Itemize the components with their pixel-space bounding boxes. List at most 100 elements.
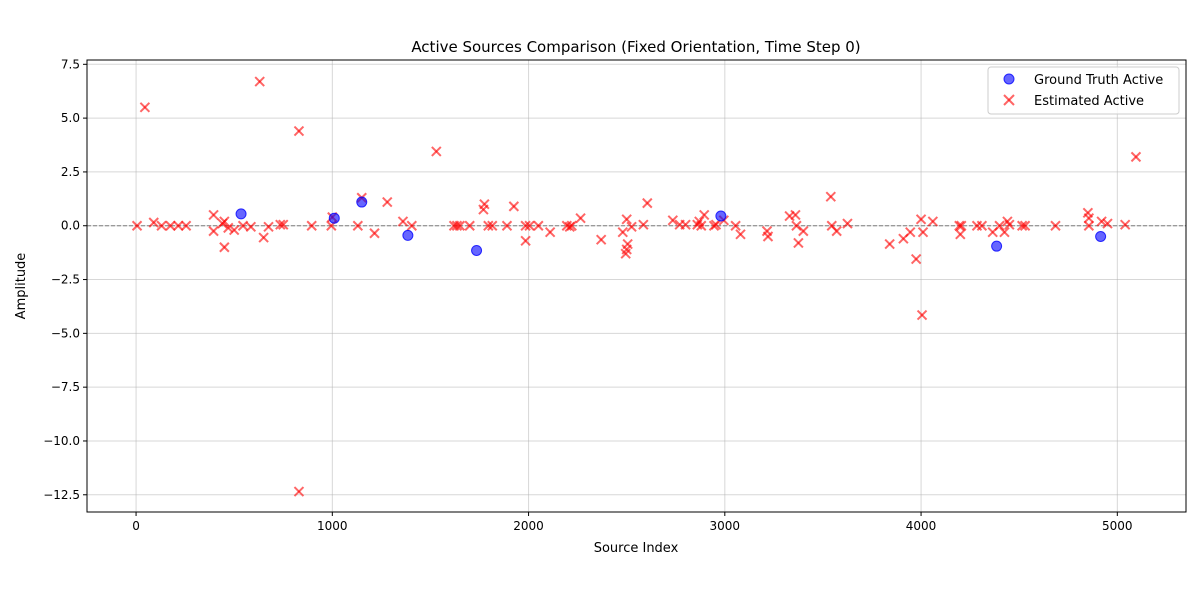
estimated-active-point (148, 217, 159, 228)
estimated-active-point (406, 220, 418, 231)
estimated-active-point (884, 238, 895, 250)
estimated-active-point (915, 214, 927, 225)
x-tick-label: 0 (132, 519, 140, 533)
ground-truth-active-point (328, 212, 340, 224)
estimated-active-point (793, 237, 804, 249)
estimated-active-point (798, 225, 809, 237)
estimated-active-point (916, 309, 928, 321)
estimated-active-point (352, 220, 364, 231)
estimated-active-point (1004, 219, 1015, 230)
estimated-active-point (219, 216, 230, 227)
ground-truth-active-point (1095, 230, 1107, 242)
estimated-active-point (730, 220, 741, 231)
estimated-active-point (165, 220, 176, 231)
estimated-active-point (464, 220, 475, 231)
estimated-active-point (575, 212, 586, 224)
estimated-active-point (1083, 220, 1095, 231)
estimated-active-point (905, 226, 916, 238)
estimated-active-point (1119, 219, 1131, 230)
estimated-active-point (626, 221, 637, 233)
plot-frame (86, 59, 1187, 513)
estimated-active-point (1083, 212, 1095, 224)
estimated-active-point (131, 220, 143, 231)
data-points (131, 76, 1142, 497)
estimated-active-point (208, 209, 219, 221)
ground-truth-active-point (715, 210, 727, 222)
x-tick-label: 5000 (1102, 519, 1133, 533)
estimated-active-point (696, 220, 707, 231)
estimated-active-point (451, 220, 463, 231)
estimated-active-point (954, 220, 965, 231)
estimated-active-point (825, 191, 836, 202)
estimated-active-point (762, 231, 774, 242)
estimated-active-point (208, 225, 219, 237)
x-tick-label: 3000 (710, 519, 741, 533)
estimated-active-point (638, 219, 649, 230)
estimated-active-point (369, 228, 380, 239)
estimated-active-point (1102, 218, 1113, 229)
estimated-active-point (173, 220, 184, 231)
estimated-active-point (524, 220, 535, 231)
estimated-active-point (533, 220, 544, 231)
estimated-active-point (223, 222, 234, 234)
estimated-active-point (999, 226, 1010, 238)
chart-title: Active Sources Comparison (Fixed Orienta… (411, 38, 860, 56)
estimated-active-point (278, 219, 289, 230)
legend-marker-estimated (1003, 94, 1015, 106)
estimated-active-point (520, 235, 531, 247)
estimated-active-point (397, 216, 409, 227)
estimated-active-point (501, 220, 513, 231)
legend-label-ground-truth: Ground Truth Active (1034, 73, 1163, 88)
estimated-active-point (382, 196, 393, 208)
estimated-active-point (622, 238, 633, 250)
y-tick-label: −12.5 (43, 488, 80, 502)
x-tick-label: 1000 (317, 519, 348, 533)
estimated-active-point (1050, 220, 1061, 231)
estimated-active-point (790, 209, 801, 221)
estimated-active-point (1096, 216, 1107, 227)
y-axis-ticks: 7.5 5.0 2.5 0.0 −2.5 −5.0 −7.5 −10.0 −12.5 (43, 57, 87, 502)
x-tick-label: 4000 (906, 519, 937, 533)
estimated-active-point (955, 229, 966, 240)
estimated-active-point (976, 220, 988, 231)
x-tick-label: 2000 (513, 519, 544, 533)
estimated-active-point (544, 226, 556, 238)
estimated-active-point (139, 102, 151, 113)
legend: Ground Truth Active Estimated Active (987, 66, 1180, 115)
estimated-active-point (454, 220, 466, 231)
estimated-active-point (228, 224, 240, 236)
grid-lines (87, 60, 1186, 512)
estimated-active-point (927, 216, 939, 227)
estimated-active-point (994, 220, 1005, 231)
estimated-active-point (595, 234, 607, 245)
estimated-active-point (508, 201, 520, 212)
ground-truth-active-point (471, 244, 483, 256)
estimated-active-point (1130, 151, 1142, 163)
estimated-active-point (667, 215, 679, 226)
estimated-active-point (791, 220, 802, 231)
estimated-active-point (520, 220, 531, 231)
y-tick-label: −2.5 (51, 273, 80, 287)
y-tick-label: −7.5 (51, 380, 80, 394)
estimated-active-point (1019, 220, 1031, 231)
y-tick-label: 2.5 (61, 165, 80, 179)
y-tick-label: −5.0 (51, 326, 80, 340)
estimated-active-point (831, 225, 842, 237)
estimated-active-point (617, 226, 628, 238)
y-tick-label: −10.0 (43, 434, 80, 448)
estimated-active-point (642, 197, 653, 209)
y-tick-label: 5.0 (61, 111, 80, 125)
y-tick-label: 7.5 (61, 57, 80, 71)
legend-marker-ground-truth (1003, 73, 1015, 85)
estimated-active-point (254, 76, 265, 87)
estimated-active-point (917, 226, 929, 238)
estimated-active-point (306, 220, 317, 231)
estimated-active-point (245, 221, 257, 233)
estimated-active-point (219, 242, 230, 253)
estimated-active-point (263, 221, 274, 233)
estimated-active-point (258, 232, 269, 243)
estimated-active-point (156, 220, 167, 231)
estimated-active-point (293, 486, 305, 497)
estimated-active-point (566, 220, 577, 231)
